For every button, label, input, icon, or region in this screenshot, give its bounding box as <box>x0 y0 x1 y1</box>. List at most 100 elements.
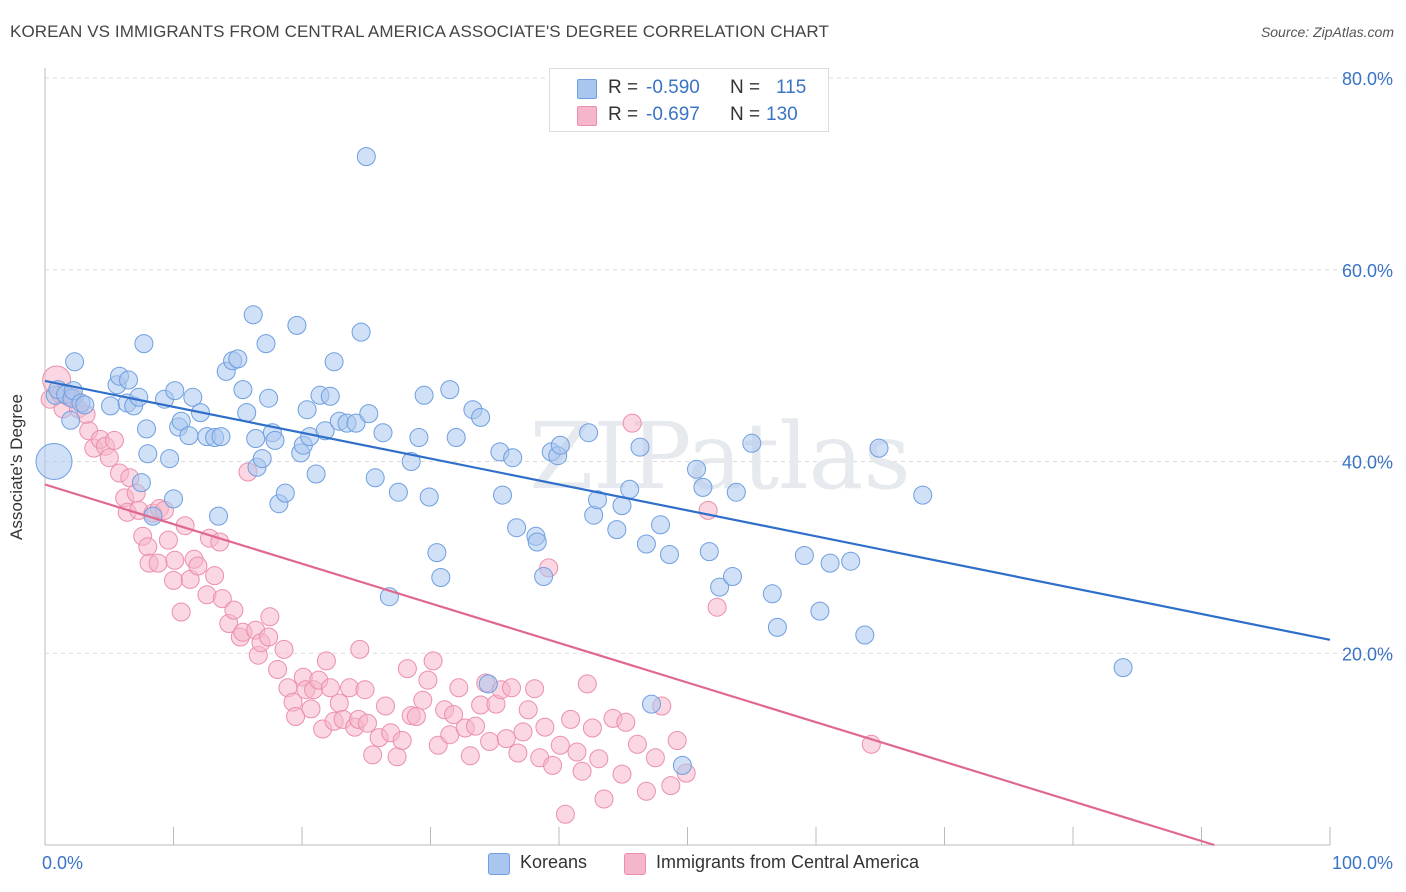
data-point <box>397 659 417 679</box>
data-point <box>513 722 533 742</box>
data-point <box>525 679 545 699</box>
data-point <box>286 707 306 726</box>
data-point <box>359 404 379 424</box>
data-point <box>440 380 460 400</box>
data-point <box>1113 658 1133 678</box>
data-point <box>841 551 861 571</box>
data-point <box>667 731 687 750</box>
data-point <box>138 537 158 557</box>
data-point <box>401 452 421 471</box>
data-point <box>507 518 527 538</box>
data-point <box>209 506 228 526</box>
data-point <box>767 617 787 637</box>
data-point <box>414 385 434 405</box>
data-point <box>243 305 263 325</box>
data-point <box>418 670 438 690</box>
data-point <box>693 477 713 497</box>
data-point <box>211 427 231 447</box>
data-point <box>707 597 727 617</box>
data-point <box>246 429 266 448</box>
data-point <box>233 380 253 400</box>
data-point <box>820 553 840 573</box>
data-point <box>543 755 563 775</box>
data-point <box>387 747 407 767</box>
data-point <box>660 545 679 564</box>
data-point <box>406 707 426 726</box>
data-point <box>550 735 570 755</box>
koreans-swatch <box>577 79 597 99</box>
data-point <box>171 602 191 622</box>
data-point <box>260 607 280 627</box>
immigrants-trendline <box>44 483 1215 847</box>
data-point <box>306 464 326 484</box>
immigrants-swatch <box>577 106 597 126</box>
chart-title: KOREAN VS IMMIGRANTS FROM CENTRAL AMERIC… <box>10 22 829 41</box>
data-point <box>589 749 609 769</box>
data-point <box>392 731 412 750</box>
tick-labels: 20.0% 40.0% 60.0% 80.0% 0.0% 100.0% <box>42 69 1393 873</box>
data-point <box>620 479 640 499</box>
n-label: N = <box>730 77 761 98</box>
data-point <box>65 352 85 372</box>
data-point <box>572 761 592 781</box>
data-point <box>446 428 466 447</box>
y-tick-label: 80.0% <box>1342 69 1393 89</box>
data-point <box>259 627 279 647</box>
data-point <box>794 546 814 565</box>
data-point <box>419 487 439 507</box>
watermark-text: ZIPatlas <box>529 403 910 510</box>
data-point <box>555 804 575 824</box>
data-point <box>444 705 464 725</box>
data-point <box>855 625 875 645</box>
n-value: 115 <box>776 77 807 98</box>
source-label: Source: ZipAtlas.com <box>1260 24 1394 40</box>
data-point <box>265 430 285 450</box>
data-point <box>710 577 730 597</box>
data-point <box>104 430 124 450</box>
data-point <box>742 433 762 453</box>
r-label: R = <box>608 77 639 98</box>
data-point <box>567 742 587 762</box>
data-point <box>535 717 555 737</box>
data-point <box>687 459 706 479</box>
data-point <box>237 403 257 423</box>
data-point <box>99 448 119 468</box>
data-point <box>188 556 208 576</box>
data-point <box>726 482 746 502</box>
data-point <box>672 755 692 775</box>
immigrants-legend-label: Immigrants from Central America <box>656 852 920 872</box>
data-point <box>502 678 521 698</box>
koreans-legend-swatch <box>488 853 510 875</box>
data-point <box>869 438 889 458</box>
data-point <box>179 426 199 446</box>
data-point <box>256 334 276 354</box>
data-point <box>579 423 599 443</box>
data-point <box>350 639 370 659</box>
stats-row-immigrants: R = -0.697 N = 130 <box>550 102 828 128</box>
data-point <box>165 550 185 570</box>
data-point <box>561 709 581 729</box>
data-point <box>365 468 385 488</box>
data-point <box>723 567 742 586</box>
trendlines <box>44 379 1331 847</box>
stats-legend: R = -0.590 N = 115 R = -0.697 N = 130 <box>549 68 829 132</box>
data-point <box>158 530 178 550</box>
x-tick-label-max: 100.0% <box>1332 853 1393 873</box>
data-point <box>550 435 570 455</box>
data-point <box>324 352 344 372</box>
data-point <box>358 713 377 733</box>
data-point <box>651 515 670 535</box>
data-point <box>164 570 183 590</box>
data-point <box>508 743 528 763</box>
y-tick-label: 40.0% <box>1342 453 1393 473</box>
data-point <box>627 734 647 754</box>
data-point <box>329 693 349 713</box>
data-point <box>346 413 366 433</box>
data-point <box>762 584 782 604</box>
data-point <box>274 639 294 659</box>
immigrants-legend-swatch <box>624 853 646 875</box>
data-point <box>205 566 225 586</box>
data-point <box>138 444 158 464</box>
data-point <box>534 567 554 586</box>
data-point <box>316 651 336 671</box>
